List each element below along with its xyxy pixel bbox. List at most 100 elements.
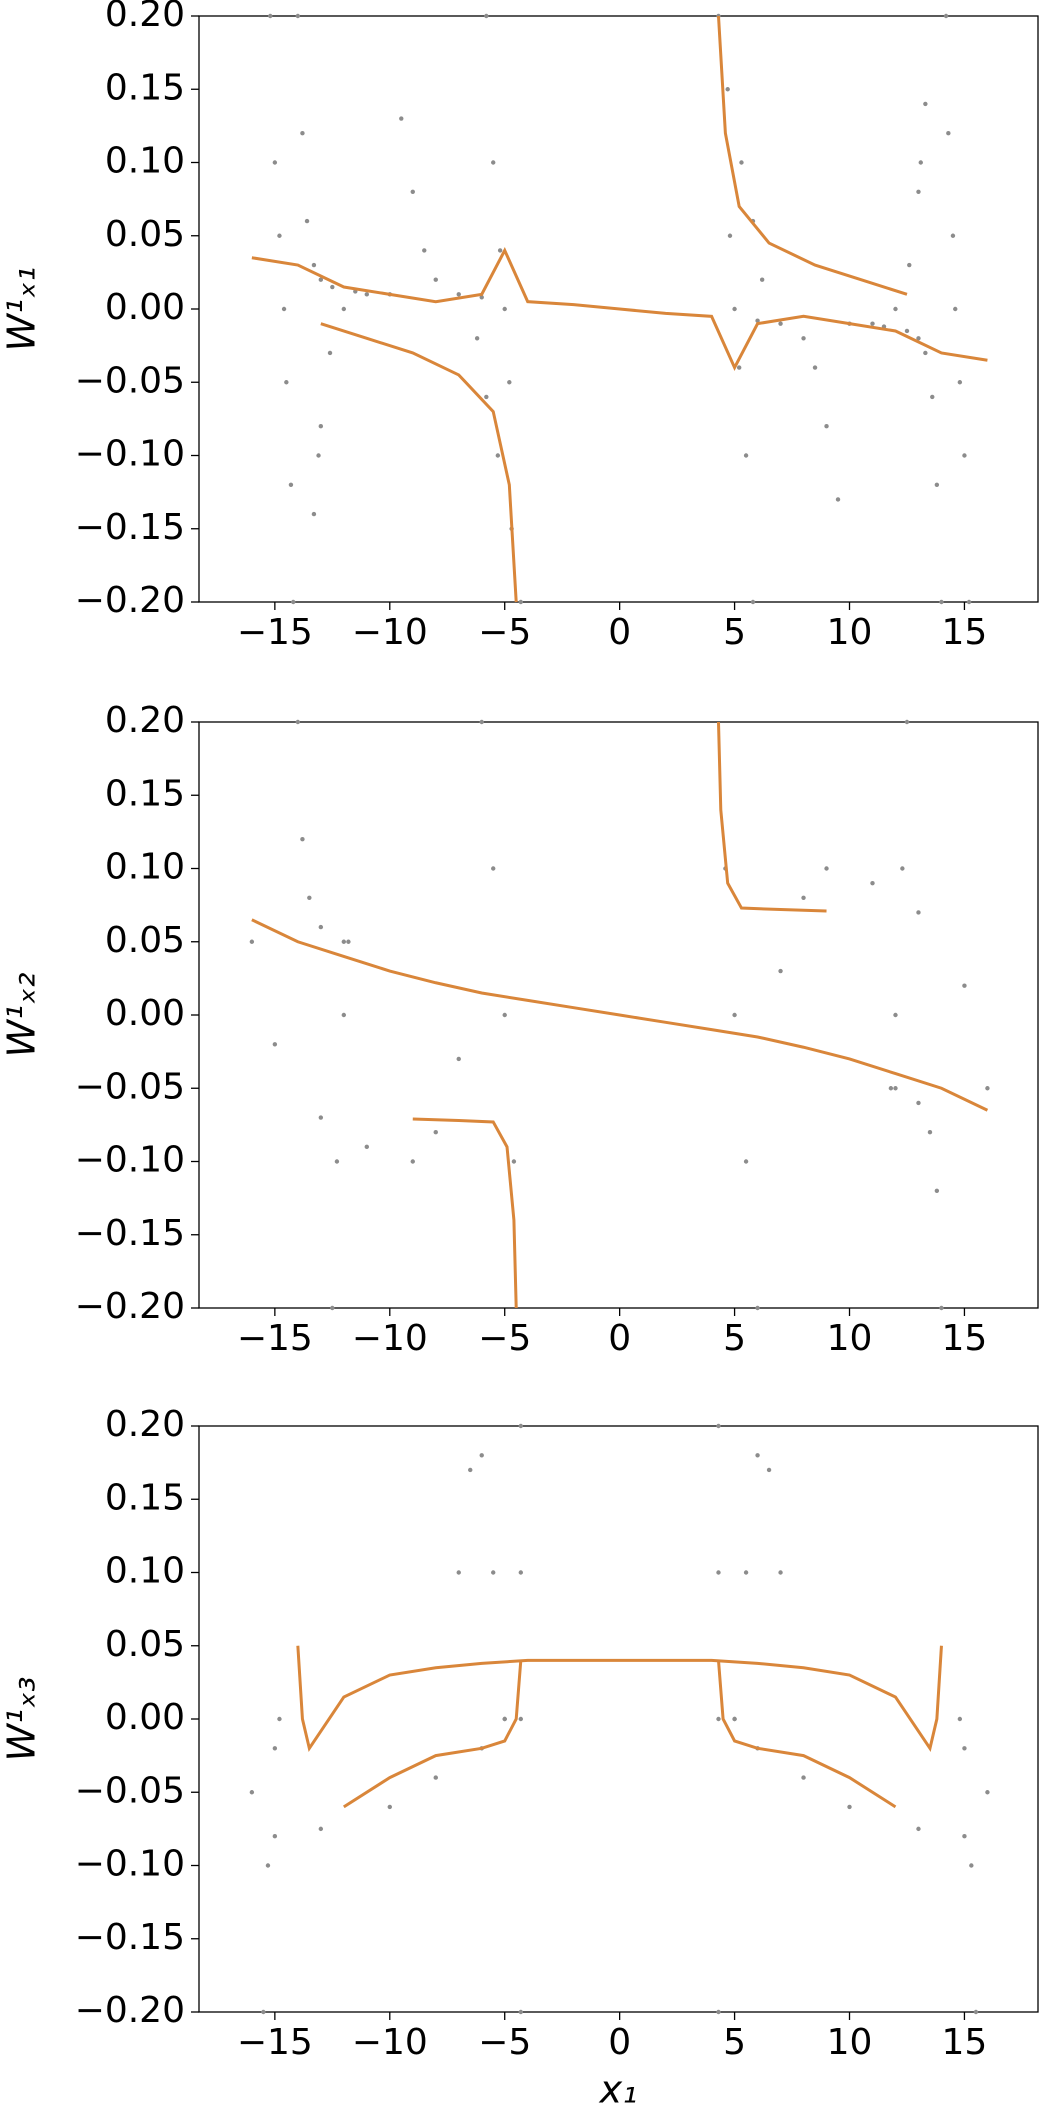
point bbox=[973, 2009, 979, 2015]
point bbox=[893, 1086, 898, 1091]
point bbox=[334, 1159, 340, 1164]
point bbox=[923, 350, 928, 356]
point bbox=[399, 116, 404, 121]
point bbox=[277, 1716, 282, 1722]
point bbox=[311, 262, 317, 268]
point bbox=[934, 482, 940, 487]
point bbox=[295, 719, 301, 725]
y-tick-label: −0.10 bbox=[75, 434, 185, 475]
point bbox=[962, 1746, 967, 1751]
y-axis-label: W¹ₓ₁ bbox=[0, 267, 44, 352]
point bbox=[474, 336, 480, 341]
point bbox=[261, 2009, 266, 2015]
point bbox=[727, 233, 733, 238]
point bbox=[962, 1834, 967, 1839]
x-tick-label: 5 bbox=[723, 612, 746, 653]
y-tick-label: 0.15 bbox=[105, 1477, 185, 1518]
point bbox=[801, 895, 806, 900]
point bbox=[364, 1144, 369, 1150]
point bbox=[916, 1826, 921, 1832]
point bbox=[511, 1159, 517, 1164]
y-tick-label: 0.20 bbox=[105, 1404, 185, 1445]
point bbox=[491, 1570, 496, 1575]
point bbox=[433, 1775, 438, 1780]
curve bbox=[716, 15, 908, 296]
point bbox=[916, 336, 921, 341]
x-tick-label: 10 bbox=[827, 612, 873, 653]
point bbox=[284, 380, 289, 385]
x-tick-label: −5 bbox=[478, 2022, 531, 2063]
point bbox=[743, 1159, 749, 1164]
x-tick-label: −10 bbox=[352, 612, 428, 653]
curve bbox=[716, 1660, 897, 1809]
y-tick-label: 0.05 bbox=[105, 1624, 185, 1665]
point bbox=[918, 160, 923, 165]
y-axis-label: W¹ₓ₂ bbox=[0, 973, 44, 1058]
curve bbox=[320, 322, 518, 603]
point bbox=[907, 262, 912, 268]
point bbox=[502, 1716, 507, 1722]
point bbox=[824, 866, 829, 871]
point bbox=[268, 13, 273, 19]
point bbox=[300, 837, 305, 842]
x-tick-label: 0 bbox=[608, 1318, 631, 1359]
point bbox=[364, 292, 369, 297]
point bbox=[939, 599, 944, 605]
y-tick-label: −0.10 bbox=[75, 1140, 185, 1181]
x-tick-label: 5 bbox=[723, 1318, 746, 1359]
point bbox=[923, 101, 928, 107]
point bbox=[985, 1790, 990, 1795]
y-tick-label: 0.20 bbox=[105, 700, 185, 741]
y-tick-label: 0.15 bbox=[105, 773, 185, 814]
y-tick-label: 0.00 bbox=[105, 287, 185, 328]
point bbox=[778, 321, 783, 326]
point bbox=[484, 394, 489, 400]
point bbox=[985, 1086, 990, 1091]
y-tick-label: −0.15 bbox=[75, 1917, 185, 1958]
point bbox=[755, 1305, 760, 1311]
x-tick-label: 15 bbox=[942, 1318, 988, 1359]
point bbox=[870, 880, 875, 886]
point bbox=[743, 453, 749, 458]
point bbox=[966, 599, 972, 605]
point bbox=[300, 131, 305, 136]
point bbox=[456, 292, 461, 297]
point bbox=[801, 1775, 806, 1780]
point bbox=[962, 453, 967, 458]
point bbox=[916, 189, 921, 194]
point bbox=[433, 1130, 438, 1135]
y-axis-label: W¹ₓ₃ bbox=[0, 1677, 44, 1762]
y-tick-label: −0.15 bbox=[75, 507, 185, 548]
point bbox=[725, 87, 730, 92]
point bbox=[265, 1863, 271, 1868]
y-tick-label: 0.10 bbox=[105, 141, 185, 182]
point bbox=[330, 1305, 335, 1311]
point bbox=[495, 453, 501, 458]
point bbox=[732, 1716, 737, 1722]
y-tick-label: −0.20 bbox=[75, 1990, 185, 2031]
y-tick-label: −0.15 bbox=[75, 1213, 185, 1254]
plot-frame bbox=[198, 1425, 1039, 2013]
point bbox=[330, 284, 335, 290]
point bbox=[743, 1570, 749, 1575]
point bbox=[502, 1012, 507, 1018]
point bbox=[518, 1570, 524, 1575]
curve bbox=[296, 1645, 943, 1752]
point bbox=[888, 1086, 894, 1091]
point bbox=[456, 1056, 461, 1062]
point bbox=[410, 1159, 415, 1164]
x-axis-label: x₁ bbox=[599, 2068, 638, 2112]
point bbox=[934, 1188, 940, 1194]
point bbox=[893, 306, 898, 312]
x-tick-label: 15 bbox=[942, 2022, 988, 2063]
point bbox=[318, 424, 324, 429]
y-tick-label: −0.20 bbox=[75, 580, 185, 621]
y-tick-label: −0.20 bbox=[75, 1286, 185, 1327]
point bbox=[272, 1042, 278, 1047]
point bbox=[341, 1012, 347, 1018]
point bbox=[502, 306, 507, 312]
point bbox=[433, 277, 438, 282]
y-tick-label: −0.05 bbox=[75, 1770, 185, 1811]
x-tick-label: 10 bbox=[827, 1318, 873, 1359]
y-tick-label: 0.15 bbox=[105, 67, 185, 108]
